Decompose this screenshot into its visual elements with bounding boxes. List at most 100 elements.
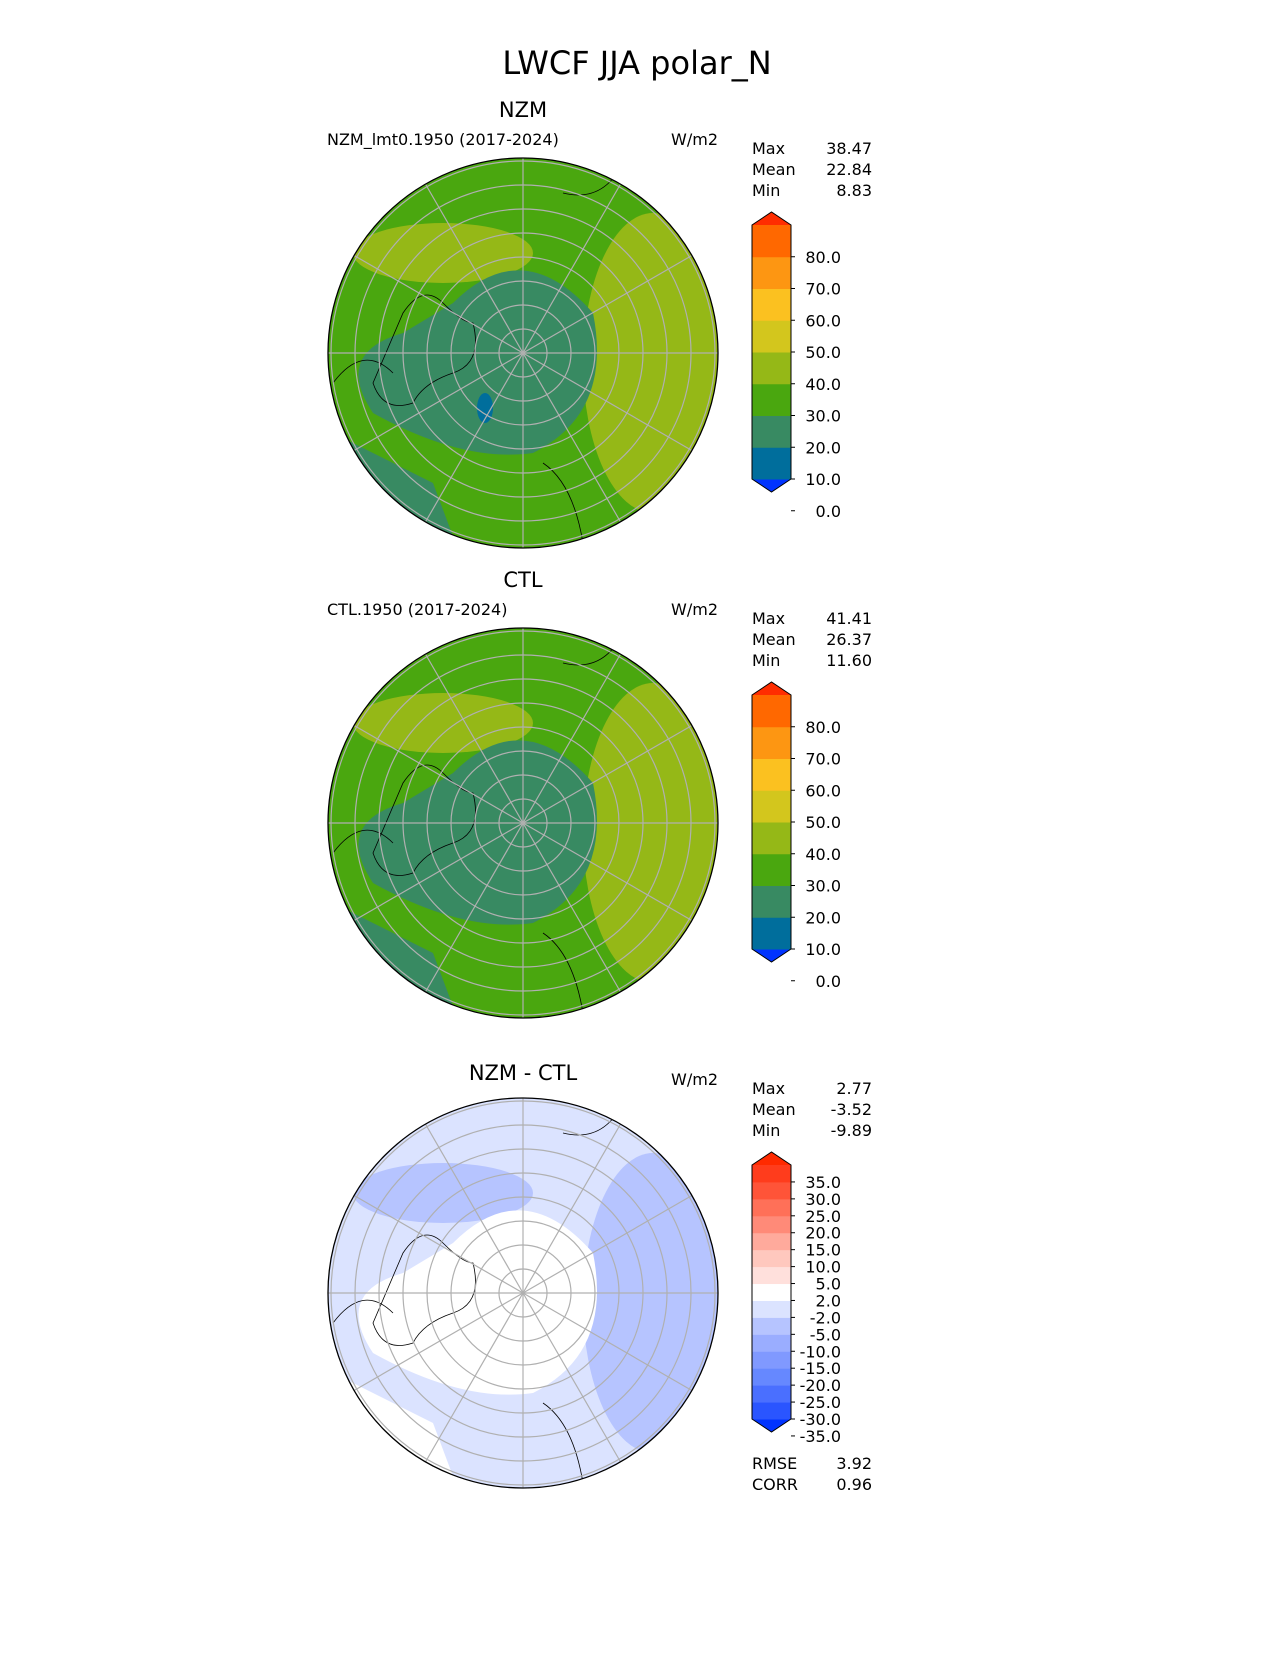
colorbar-tick-label: 50.0: [805, 343, 841, 362]
map-boundary: [327, 157, 719, 549]
metric-label: CORR: [752, 1475, 798, 1494]
units-label: W/m2: [671, 130, 718, 149]
colorbar-tick-label: -15.0: [800, 1359, 841, 1378]
longitude-gridline: [424, 1123, 524, 1294]
colorbar-band: [752, 320, 791, 353]
panel-subtitle: NZM_lmt0.1950 (2017-2024): [327, 130, 559, 150]
colorbar-band: [752, 288, 791, 321]
colorbar-band: [752, 1283, 791, 1301]
colorbar-tick-label: 20.0: [805, 1224, 841, 1243]
colorbar-band: [752, 1215, 791, 1234]
colorbar-tick-label: 40.0: [805, 375, 841, 394]
colorbar-extend-max: [752, 212, 791, 225]
colorbar-tick-label: 40.0: [805, 845, 841, 864]
field-inner-region: [358, 740, 597, 925]
longitude-gridline: [522, 653, 622, 824]
stat-label: Mean: [752, 630, 796, 649]
longitude-gridline: [353, 352, 524, 452]
longitude-gridline: [424, 1292, 524, 1463]
colorbar-tick-label: -2.0: [810, 1308, 841, 1327]
longitude-gridline: [424, 653, 524, 824]
colorbar-band: [752, 447, 791, 480]
colorbar-tick-label: 20.0: [805, 438, 841, 457]
stat-value: 22.84: [826, 160, 872, 179]
colorbar-band: [752, 758, 791, 791]
colorbar-band: [752, 853, 791, 886]
longitude-gridline: [353, 724, 524, 824]
metric-value: 3.92: [836, 1454, 872, 1473]
stat-label: Min: [752, 651, 780, 670]
colorbar-band: [752, 822, 791, 855]
colorbar-band: [752, 256, 791, 289]
colorbar-tick-label: 2.0: [816, 1291, 841, 1310]
field-high-region: [583, 683, 718, 983]
stat-value: 11.60: [826, 651, 872, 670]
longitude-gridline: [353, 822, 524, 922]
field-inner-region: [358, 1210, 597, 1395]
colorbar-extend-max: [752, 682, 791, 695]
longitude-gridline: [522, 724, 693, 824]
metric-value: 0.96: [836, 1475, 872, 1494]
colorbar-tick-label: 60.0: [805, 311, 841, 330]
colorbar-band: [752, 225, 791, 258]
stat-value: -3.52: [831, 1100, 872, 1119]
metric-label: RMSE: [752, 1454, 797, 1473]
colorbar-band: [752, 1266, 791, 1285]
colorbar-band: [752, 1317, 791, 1335]
colorbar-band: [752, 885, 791, 918]
colorbar-band: [752, 1402, 791, 1420]
stat-value: 8.83: [836, 181, 872, 200]
longitude-gridline: [522, 254, 693, 354]
colorbar-tick-label: 80.0: [805, 248, 841, 267]
colorbar-band: [752, 1198, 791, 1217]
colorbar-tick-label: -20.0: [800, 1376, 841, 1395]
colorbar-tick-label: 30.0: [805, 1190, 841, 1209]
panel-2: CTL CTL.1950 (2017-2024) W/m2 Max 41.41 Mean 2…: [327, 568, 872, 1019]
longitude-gridline: [522, 1292, 622, 1463]
longitude-gridline: [353, 1292, 524, 1392]
colorbar-extend-min: [752, 479, 791, 492]
colorbar-band: [752, 1334, 791, 1352]
colorbar-band: [752, 726, 791, 759]
colorbar-tick-label: -10.0: [800, 1342, 841, 1361]
stat-label: Max: [752, 139, 785, 158]
colorbar-tick-label: 30.0: [805, 877, 841, 896]
colorbar-band: [752, 1368, 791, 1386]
field-inner-region: [358, 270, 597, 455]
longitude-gridline: [522, 352, 693, 452]
stat-label: Max: [752, 609, 785, 628]
map-boundary: [327, 1097, 719, 1489]
colorbar-extend-max: [752, 1152, 791, 1165]
colorbar-band: [752, 917, 791, 950]
colorbar-band: [752, 1181, 791, 1200]
colorbar-band: [752, 790, 791, 823]
panel-title: NZM: [499, 98, 547, 122]
colorbar-band: [752, 1351, 791, 1369]
field-low-region: [477, 393, 493, 423]
colorbar-extend-min: [752, 949, 791, 962]
panel-title: NZM - CTL: [469, 1061, 578, 1085]
field-low-region: [477, 863, 493, 893]
colorbar-tick-label: 0.0: [816, 972, 841, 991]
panel-3: NZM - CTL W/m2 Max 2.77 Mean -3.52 Min -9.89 35.…: [327, 1061, 872, 1494]
longitude-gridline: [522, 1292, 693, 1392]
stat-label: Min: [752, 1121, 780, 1140]
stat-label: Mean: [752, 160, 796, 179]
longitude-gridline: [522, 352, 622, 523]
colorbar-tick-label: 10.0: [805, 940, 841, 959]
colorbar-band: [752, 1165, 791, 1183]
longitude-gridline: [353, 254, 524, 354]
polar-map: [328, 628, 718, 1018]
colorbar-extend-min: [752, 1419, 791, 1432]
stat-value: 41.41: [826, 609, 872, 628]
units-label: W/m2: [671, 600, 718, 619]
colorbar-band: [752, 352, 791, 385]
colorbar-band: [752, 383, 791, 416]
colorbar-tick-label: -5.0: [810, 1325, 841, 1344]
coastlines: [332, 1102, 624, 1484]
colorbar-tick-label: 10.0: [805, 470, 841, 489]
colorbar-tick-label: 70.0: [805, 750, 841, 769]
stat-label: Max: [752, 1079, 785, 1098]
colorbar-tick-label: -30.0: [800, 1410, 841, 1429]
colorbar-tick-label: 10.0: [805, 1258, 841, 1277]
